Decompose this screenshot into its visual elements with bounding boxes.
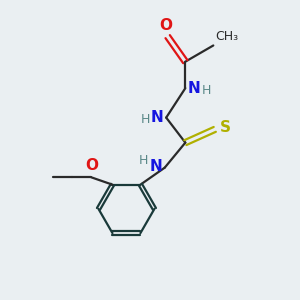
Text: S: S (220, 120, 231, 135)
Text: N: N (188, 81, 200, 96)
Text: CH₃: CH₃ (216, 30, 239, 43)
Text: N: N (151, 110, 164, 125)
Text: H: H (140, 113, 150, 127)
Text: O: O (160, 18, 173, 33)
Text: O: O (85, 158, 98, 173)
Text: N: N (150, 159, 162, 174)
Text: H: H (139, 154, 148, 167)
Text: H: H (202, 84, 211, 97)
